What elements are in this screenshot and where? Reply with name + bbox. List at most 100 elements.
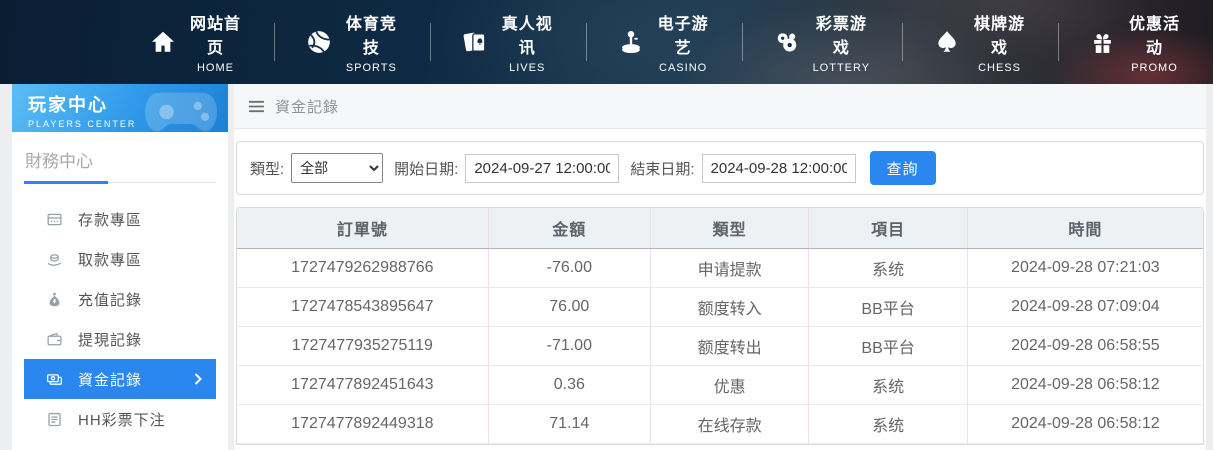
sidebar-item-label: 充值記錄 <box>78 291 143 309</box>
table-cell: 在线存款 <box>649 404 809 444</box>
nav-item-promo[interactable]: 优惠活动 PROMO <box>1058 10 1213 74</box>
page-title: 資金記錄 <box>275 98 340 116</box>
banknotes-icon <box>45 371 63 388</box>
nav-item-home[interactable]: 网站首页 HOME <box>118 10 274 74</box>
top-nav-items: 网站首页 HOME 体育竞技 SPORTS 真人视讯 LIVES 电子游艺 CASINO 彩票游… <box>118 10 1213 74</box>
table-row: 1727477892449318 71.14 在线存款 系统 2024-09-28 06… <box>237 404 1203 444</box>
playing-cards-icon <box>462 29 488 55</box>
nav-item-lottery[interactable]: 彩票游戏 LOTTERY <box>742 10 903 74</box>
end-date-input[interactable] <box>701 153 856 183</box>
nav-item-chess[interactable]: 棋牌游戏 CHESS <box>902 10 1058 74</box>
table-cell: 系统 <box>808 248 968 288</box>
withdraw-hand-icon <box>45 251 63 268</box>
table-cell: 优惠 <box>649 365 809 405</box>
nav-item-lives[interactable]: 真人视讯 LIVES <box>430 10 586 74</box>
table-cell: -76.00 <box>487 248 651 288</box>
table-cell: 2024-09-28 07:21:03 <box>966 248 1203 288</box>
table-cell: 系统 <box>808 365 968 405</box>
top-nav: 网站首页 HOME 体育竞技 SPORTS 真人视讯 LIVES 电子游艺 CASINO 彩票游… <box>0 0 1213 84</box>
table-cell: 1727477935275119 <box>237 326 489 366</box>
sports-ball-icon <box>306 29 332 55</box>
players-center-subtitle: PLAYERS CENTER <box>28 119 137 129</box>
hamburger-icon[interactable] <box>248 100 265 113</box>
money-bag-icon <box>45 291 63 308</box>
table-cell: 系统 <box>808 404 968 444</box>
table-header-cell: 金額 <box>487 208 651 249</box>
filter-bar: 類型: 全部 開始日期: 結束日期: 查詢 <box>236 141 1204 195</box>
chevron-right-icon <box>194 373 202 385</box>
table-header-cell: 訂單號 <box>237 208 489 249</box>
table-cell: BB平台 <box>808 326 968 366</box>
sidebar-item-record-list[interactable]: 廳室投註記錄 <box>24 439 216 450</box>
nav-item-label: 电子游艺 CASINO <box>657 16 709 74</box>
sidebar-item-label: 取款專區 <box>78 251 143 269</box>
table-cell: 1727479262988766 <box>237 248 489 288</box>
sidebar-item-label: 存款專區 <box>78 211 143 229</box>
end-date-label: 結束日期: <box>630 160 695 178</box>
table-cell: BB平台 <box>808 287 968 327</box>
funds-table: 訂單號 金額 類型 項目 時間 1727479262988766 -76.00 申请提款 系统… <box>237 208 1203 444</box>
table-header-cell: 時間 <box>966 208 1203 249</box>
type-select[interactable]: 全部 <box>291 153 384 183</box>
sidebar-item-deposit-card[interactable]: 存款專區 <box>24 199 216 239</box>
table-cell: 1727477892451643 <box>237 365 489 405</box>
section-divider <box>24 181 216 184</box>
table-header-cell: 類型 <box>649 208 809 249</box>
finance-center-section-title: 財務中心 <box>25 152 93 171</box>
query-button[interactable]: 查詢 <box>869 151 936 185</box>
wallet-icon <box>45 331 63 348</box>
sidebar-item-label: HH彩票下注 <box>78 411 166 429</box>
table-cell: -71.00 <box>487 326 651 366</box>
deposit-card-icon <box>45 211 63 228</box>
table-cell: 0.36 <box>487 365 651 405</box>
table-header-row: 訂單號 金額 類型 項目 時間 <box>237 208 1203 249</box>
sidebar-item-label: 資金記錄 <box>78 371 143 389</box>
table-cell: 2024-09-28 06:58:55 <box>966 326 1203 366</box>
nav-item-label: 优惠活动 PROMO <box>1128 16 1180 74</box>
joystick-icon <box>618 29 644 55</box>
table-body: 1727479262988766 -76.00 申请提款 系统 2024-09-28 0… <box>237 248 1203 444</box>
funds-table-wrap: 訂單號 金額 類型 項目 時間 1727479262988766 -76.00 申请提款 系统… <box>236 207 1204 445</box>
nav-item-label: 彩票游戏 LOTTERY <box>812 16 871 74</box>
home-icon <box>150 29 176 55</box>
start-date-input[interactable] <box>465 153 620 183</box>
table-cell: 额度转出 <box>649 326 809 366</box>
nav-item-label: 棋牌游戏 CHESS <box>974 16 1026 74</box>
breadcrumb: 資金記錄 <box>234 84 1206 129</box>
table-cell: 2024-09-28 06:58:12 <box>966 404 1203 444</box>
sidebar-item-banknotes[interactable]: 資金記錄 <box>24 359 216 399</box>
sidebar-item-money-bag[interactable]: 充值記錄 <box>24 279 216 319</box>
sidebar-item-withdraw-hand[interactable]: 取款專區 <box>24 239 216 279</box>
table-cell: 1727477892449318 <box>237 404 489 444</box>
table-cell: 71.14 <box>487 404 651 444</box>
nav-item-label: 体育竞技 SPORTS <box>345 16 397 74</box>
gift-icon <box>1090 30 1115 55</box>
sidebar-item-label: 提現記錄 <box>78 331 143 349</box>
table-cell: 2024-09-28 07:09:04 <box>966 287 1203 327</box>
table-cell: 2024-09-28 06:58:12 <box>966 365 1203 405</box>
nav-item-casino[interactable]: 电子游艺 CASINO <box>586 10 742 74</box>
sidebar: 玩家中心 PLAYERS CENTER 財務中心 存款專區取款專區充值記錄提現記… <box>12 84 228 450</box>
ticket-list-icon <box>45 411 63 428</box>
table-cell: 1727478543895647 <box>237 287 489 327</box>
table-row: 1727478543895647 76.00 额度转入 BB平台 2024-09-28 … <box>237 287 1203 327</box>
table-cell: 额度转入 <box>649 287 809 327</box>
lottery-balls-icon <box>774 29 800 55</box>
spade-icon <box>934 29 960 55</box>
table-cell: 申请提款 <box>649 248 809 288</box>
sidebar-item-wallet[interactable]: 提現記錄 <box>24 319 216 359</box>
sidebar-item-ticket-list[interactable]: HH彩票下注 <box>24 399 216 439</box>
nav-item-sports[interactable]: 体育竞技 SPORTS <box>274 10 430 74</box>
table-row: 1727477935275119 -71.00 额度转出 BB平台 2024-09-28… <box>237 326 1203 366</box>
start-date-label: 開始日期: <box>394 160 459 178</box>
nav-item-label: 网站首页 HOME <box>189 16 241 74</box>
table-header-cell: 項目 <box>808 208 968 249</box>
sidebar-header: 玩家中心 PLAYERS CENTER <box>12 84 228 132</box>
table-row: 1727479262988766 -76.00 申请提款 系统 2024-09-28 0… <box>237 248 1203 288</box>
table-row: 1727477892451643 0.36 优惠 系统 2024-09-28 06:58… <box>237 365 1203 405</box>
gamepad-icon <box>142 88 220 132</box>
table-cell: 76.00 <box>487 287 651 327</box>
